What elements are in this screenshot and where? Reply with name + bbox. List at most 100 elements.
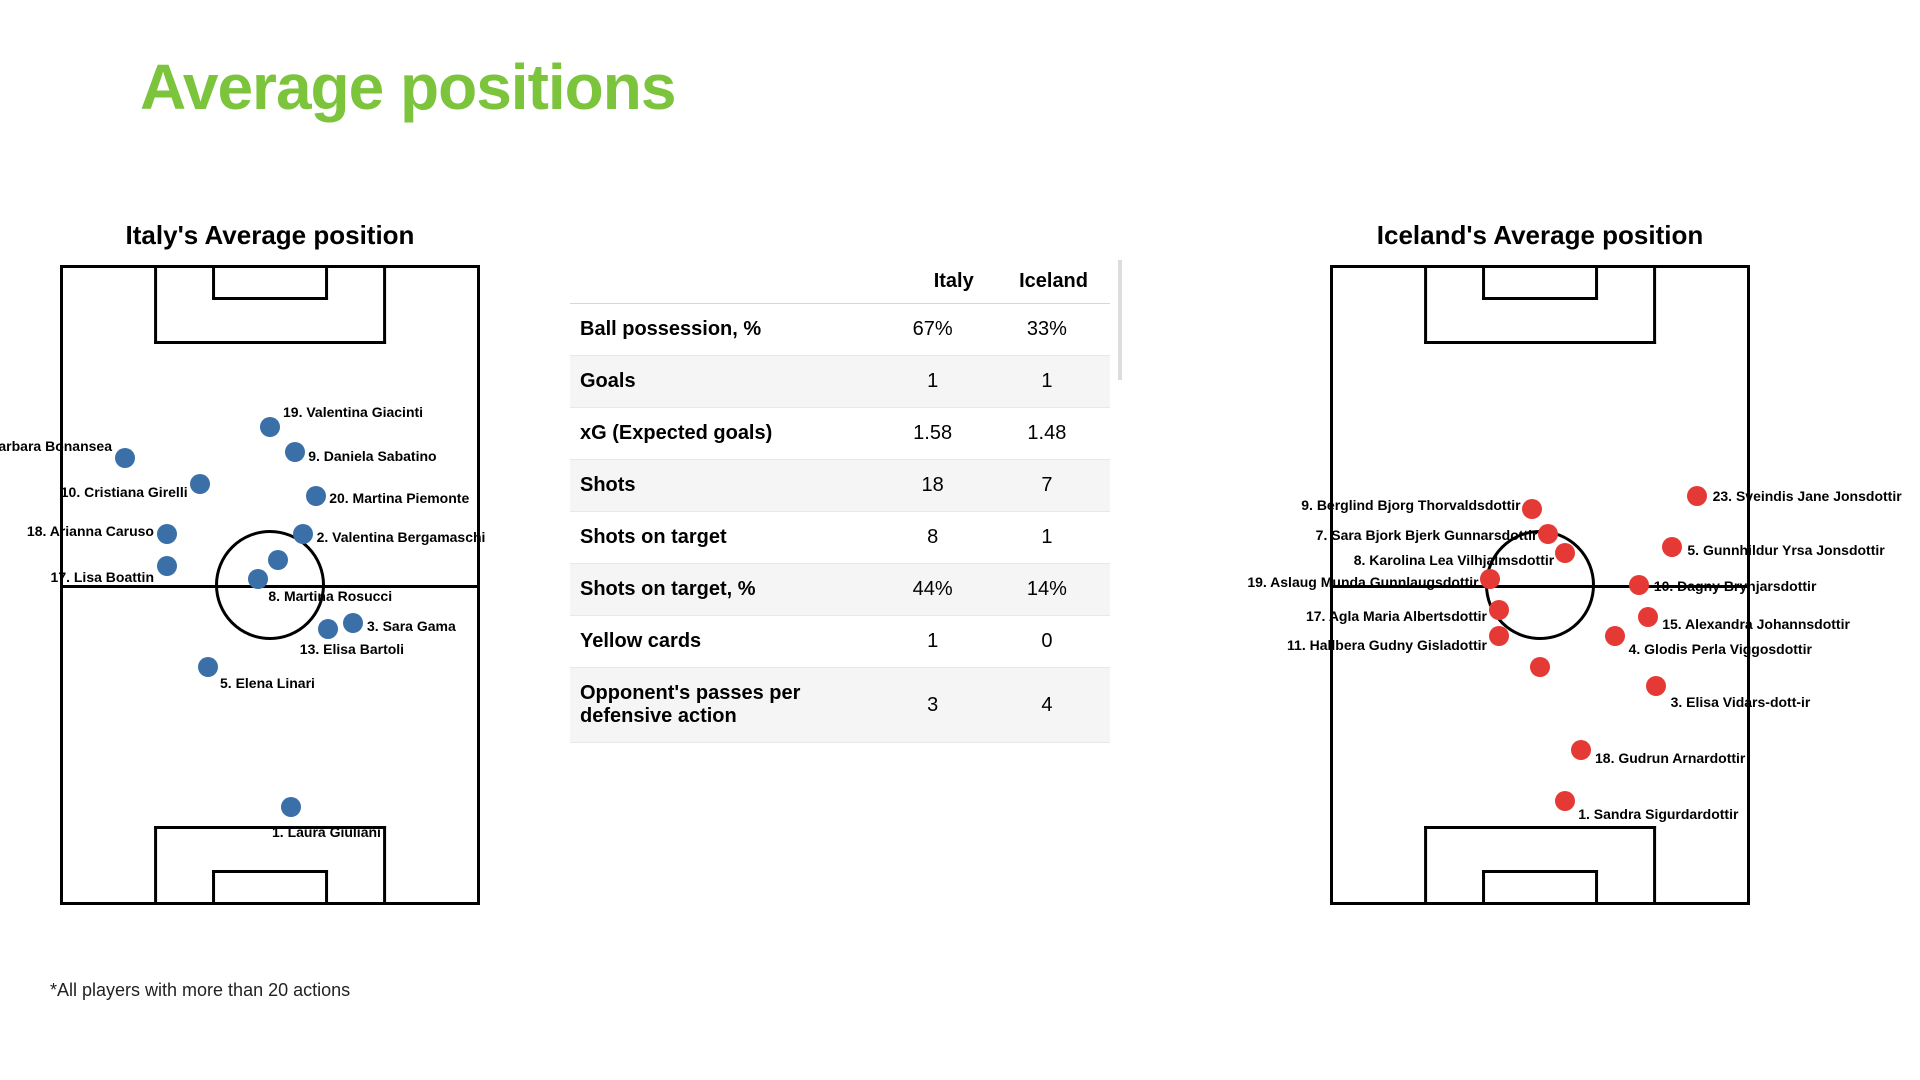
player-label: 23. Sveindis Jane Jonsdottir [1713,488,1902,504]
player-dot [157,556,177,576]
player-dot [1522,499,1542,519]
player-dot [293,524,313,544]
player-label: 17. Lisa Boattin [51,569,154,585]
page-title: Average positions [140,50,675,124]
player-dot [285,442,305,462]
player-dot [1638,607,1658,627]
table-row: Ball possession, %67%33% [570,304,1110,356]
player-dot [248,569,268,589]
stat-metric: Shots [570,460,882,512]
player-label: 19. Aslaug Munda Gunnlaugsdottir [1247,574,1478,590]
player-dot [268,550,288,570]
stat-value-italy: 3 [882,668,996,743]
italy-pitch: 19. Valentina Giacinti11. Barbara Bonans… [60,265,480,905]
stat-value-iceland: 1 [996,356,1110,408]
stat-value-italy: 44% [882,564,996,616]
italy-pitch-title: Italy's Average position [60,220,480,251]
six-yard-box-top [212,268,328,300]
player-dot [1489,600,1509,620]
player-dot [1530,657,1550,677]
table-row: Goals11 [570,356,1110,408]
player-dot [1571,740,1591,760]
stat-value-italy: 18 [882,460,996,512]
player-label: 1. Laura Giuliani [272,824,381,840]
player-dot [1555,543,1575,563]
player-label: 9. Daniela Sabatino [308,448,436,464]
player-label: 11. Hallbera Gudny Gisladottir [1287,637,1487,653]
stat-value-italy: 1 [882,616,996,668]
player-label: 3. Elisa Vidars-dott-ir [1671,694,1811,710]
player-dot [260,417,280,437]
table-row: Opponent's passes per defensive action34 [570,668,1110,743]
stat-value-iceland: 14% [996,564,1110,616]
player-label: 5. Elena Linari [220,675,315,691]
stat-value-iceland: 4 [996,668,1110,743]
player-dot [1646,676,1666,696]
player-label: 2. Valentina Bergamaschi [317,529,486,545]
six-yard-box-bottom [212,870,328,902]
player-dot [318,619,338,639]
player-label: 7. Sara Bjork Bjerk Gunnarsdottir [1316,527,1538,543]
player-dot [1538,524,1558,544]
table-right-edge-accent [1118,260,1122,380]
player-label: 4. Glodis Perla Viggosdottir [1629,641,1812,657]
italy-pitch-panel: Italy's Average position 19. Valentina G… [60,220,480,905]
stat-metric: Yellow cards [570,616,882,668]
stats-col-metric [570,260,882,304]
player-label: 20. Martina Piemonte [329,490,469,506]
player-label: 10. Cristiana Girelli [61,484,188,500]
player-dot [115,448,135,468]
stats-col-italy: Italy [882,260,996,304]
stat-metric: Shots on target, % [570,564,882,616]
player-label: 15. Alexandra Johannsdottir [1662,616,1850,632]
player-label: 5. Gunnhildur Yrsa Jonsdottir [1687,542,1884,558]
player-dot [1605,626,1625,646]
player-dot [190,474,210,494]
iceland-pitch-panel: Iceland's Average position 23. Sveindis … [1330,220,1750,905]
player-dot [1662,537,1682,557]
table-row: Shots187 [570,460,1110,512]
iceland-pitch-title: Iceland's Average position [1330,220,1750,251]
stat-value-iceland: 0 [996,616,1110,668]
iceland-pitch: 23. Sveindis Jane Jonsdottir9. Berglind … [1330,265,1750,905]
player-label: 13. Elisa Bartoli [300,641,404,657]
player-dot [343,613,363,633]
stat-value-iceland: 7 [996,460,1110,512]
six-yard-box-top [1482,268,1598,300]
player-dot [306,486,326,506]
player-label: 18. Gudrun Arnardottir [1595,750,1745,766]
player-label: 11. Barbara Bonansea [0,438,112,454]
stat-metric: xG (Expected goals) [570,408,882,460]
player-dot [1489,626,1509,646]
stat-metric: Ball possession, % [570,304,882,356]
stats-col-iceland: Iceland [996,260,1110,304]
player-label: 19. Valentina Giacinti [283,404,423,420]
stat-value-italy: 1.58 [882,408,996,460]
player-dot [157,524,177,544]
stat-value-iceland: 33% [996,304,1110,356]
stat-value-italy: 8 [882,512,996,564]
player-label: 3. Sara Gama [367,618,456,634]
player-label: 17. Agla Maria Albertsdottir [1306,608,1487,624]
center-circle [1485,530,1595,640]
player-dot [198,657,218,677]
player-dot [1555,791,1575,811]
stat-value-iceland: 1 [996,512,1110,564]
table-row: xG (Expected goals)1.581.48 [570,408,1110,460]
player-label: 18. Arianna Caruso [27,523,154,539]
center-circle [215,530,325,640]
player-dot [1480,569,1500,589]
player-label: 8. Karolina Lea Vilhjalmsdottir [1354,552,1554,568]
player-dot [1629,575,1649,595]
player-label: 9. Berglind Bjorg Thorvaldsdottir [1301,497,1520,513]
stat-metric: Goals [570,356,882,408]
player-label: 1. Sandra Sigurdardottir [1578,806,1738,822]
stat-value-italy: 1 [882,356,996,408]
six-yard-box-bottom [1482,870,1598,902]
table-row: Shots on target81 [570,512,1110,564]
stat-value-italy: 67% [882,304,996,356]
player-label: 10. Dagny Brynjarsdottir [1654,578,1817,594]
player-label: 8. Martina Rosucci [268,588,392,604]
stat-value-iceland: 1.48 [996,408,1110,460]
table-row: Shots on target, %44%14% [570,564,1110,616]
